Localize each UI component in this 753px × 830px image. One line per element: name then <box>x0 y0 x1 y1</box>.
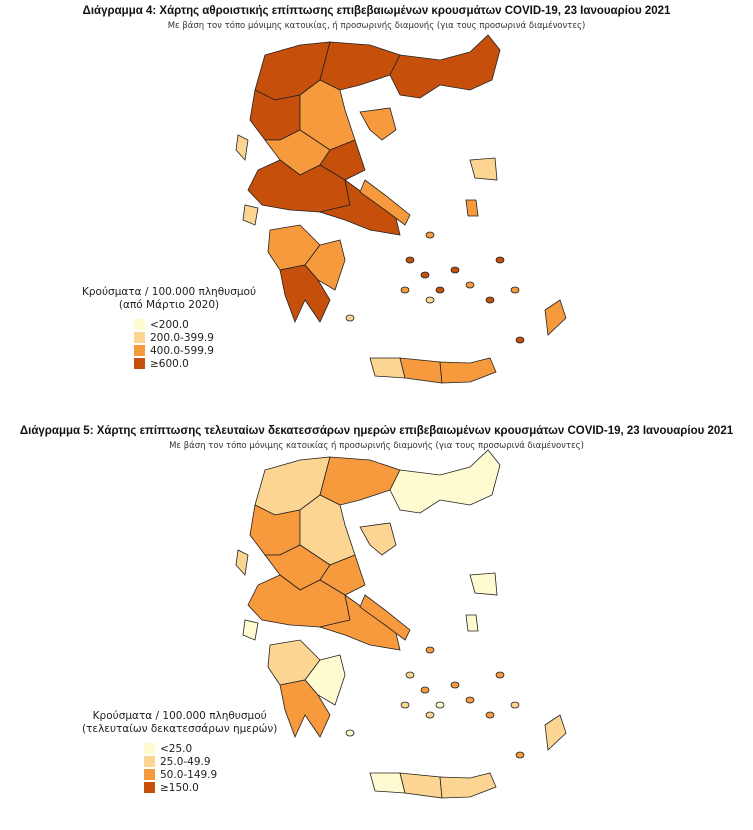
legend-swatch <box>134 358 145 369</box>
region <box>439 772 497 799</box>
legend-label: ≥150.0 <box>160 781 199 794</box>
island <box>420 686 430 694</box>
region <box>369 357 406 379</box>
map5-legend: Κρούσματα / 100.000 πληθυσμού (τελευταίω… <box>82 710 277 794</box>
island <box>425 296 435 304</box>
legend-swatch <box>134 319 145 330</box>
legend-subtitle: (από Μάρτιο 2020) <box>118 299 220 311</box>
legend-item: 25.0-49.9 <box>144 755 277 768</box>
region <box>235 549 249 576</box>
region <box>359 522 397 556</box>
island <box>485 711 495 719</box>
legend-item: <200.0 <box>134 318 256 331</box>
legend-label: ≥600.0 <box>150 357 189 370</box>
region <box>369 772 406 794</box>
legend-subtitle: (τελευταίων δεκατεσσάρων ημερών) <box>82 723 278 735</box>
region <box>359 179 411 226</box>
island <box>425 646 435 654</box>
island <box>515 336 525 344</box>
island <box>450 266 460 274</box>
legend-swatch <box>144 743 155 754</box>
region <box>544 714 567 751</box>
legend-swatch <box>144 782 155 793</box>
region <box>359 107 397 141</box>
island <box>405 671 415 679</box>
map4-subtitle: Με βάση τον τόπο μόνιμης κατοικίας, ή πρ… <box>167 21 586 31</box>
island <box>405 256 415 264</box>
region <box>465 614 479 632</box>
island <box>435 701 445 709</box>
legend-swatch <box>144 769 155 780</box>
legend-swatch <box>134 332 145 343</box>
region <box>389 449 501 514</box>
island <box>495 256 505 264</box>
island <box>485 296 495 304</box>
map4-title: Διάγραμμα 4: Χάρτης αθροιστικής επίπτωση… <box>82 5 671 17</box>
region <box>465 199 479 217</box>
region <box>359 594 411 641</box>
legend-label: 50.0-149.9 <box>160 768 218 781</box>
legend-item: ≥150.0 <box>144 781 277 794</box>
island <box>420 271 430 279</box>
island <box>465 696 475 704</box>
island <box>400 701 410 709</box>
legend-item: ≥600.0 <box>134 357 256 370</box>
legend-item: 400.0-599.9 <box>134 344 256 357</box>
legend-title: Κρούσματα / 100.000 πληθυσμού <box>92 710 267 722</box>
island <box>345 314 355 322</box>
island <box>465 281 475 289</box>
map5-greece-choropleth <box>235 449 567 799</box>
region <box>439 357 497 384</box>
legend-label: 25.0-49.9 <box>160 755 211 768</box>
legend-label: 400.0-599.9 <box>150 344 214 357</box>
legend-swatch <box>134 345 145 356</box>
legend-item: <25.0 <box>144 742 277 755</box>
region <box>389 34 501 99</box>
legend-item: 50.0-149.9 <box>144 768 277 781</box>
island <box>515 751 525 759</box>
legend-label: <200.0 <box>150 318 189 331</box>
region <box>242 619 259 641</box>
map4-greece-choropleth <box>235 34 567 384</box>
island <box>450 681 460 689</box>
island <box>345 729 355 737</box>
region <box>279 679 331 739</box>
island <box>510 286 520 294</box>
region <box>544 299 567 336</box>
legend-swatch <box>144 756 155 767</box>
island <box>495 671 505 679</box>
island <box>510 701 520 709</box>
map5-subtitle: Με βάση τον τόπο μόνιμης κατοικίας ή προ… <box>169 441 584 451</box>
region <box>399 357 443 384</box>
region <box>319 456 401 506</box>
map5-title: Διάγραμμα 5: Χάρτης επίπτωσης τελευταίων… <box>19 425 734 437</box>
legend-label: <25.0 <box>160 742 193 755</box>
island <box>435 286 445 294</box>
legend-title: Κρούσματα / 100.000 πληθυσμού <box>82 286 257 298</box>
island <box>400 286 410 294</box>
map4-legend: Κρούσματα / 100.000 πληθυσμού (από Μάρτι… <box>82 286 256 370</box>
region <box>469 572 498 596</box>
legend-item: 200.0-399.9 <box>134 331 256 344</box>
island <box>425 711 435 719</box>
legend-label: 200.0-399.9 <box>150 331 214 344</box>
region <box>319 41 401 91</box>
island <box>425 231 435 239</box>
region <box>279 264 331 324</box>
region <box>235 134 249 161</box>
region <box>469 157 498 181</box>
region <box>242 204 259 226</box>
region <box>399 772 443 799</box>
